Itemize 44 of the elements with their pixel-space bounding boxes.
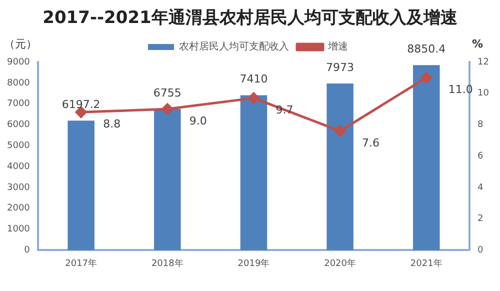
y-tick-label: 1000 (7, 224, 30, 235)
point (420, 72, 432, 84)
y2-tick-label: 10 (478, 88, 490, 99)
bar (154, 108, 181, 250)
data-label: 7410 (240, 72, 268, 86)
data-label: 7973 (326, 60, 354, 74)
y-tick-label: 5000 (7, 140, 30, 151)
y2-axis-title: % (472, 37, 484, 50)
data-label: 6197.2 (62, 98, 100, 111)
y-tick-label: 0 (24, 246, 30, 256)
x-tick-label: 2017年 (65, 258, 98, 269)
bar (68, 120, 94, 250)
y2-tick-label: 2 (478, 214, 484, 224)
data-label: 7.6 (362, 136, 380, 150)
x-tick-label: 2018年 (151, 258, 184, 269)
y-tick-label: 9000 (7, 57, 30, 68)
y2-tick-label: 8 (478, 120, 484, 130)
legend-label: 农村居民人均可支配收入 (179, 40, 289, 53)
y-tick-label: 6000 (7, 120, 30, 130)
chart-title: 2017--2021年通渭县农村居民人均可支配收入及增速 (42, 7, 458, 29)
x-tick-label: 2020年 (324, 258, 356, 269)
bar (413, 65, 440, 250)
x-tick-label: 2021年 (410, 258, 442, 269)
point (162, 103, 174, 115)
y2-tick-label: 0 (478, 246, 484, 256)
data-label: 8850.4 (407, 42, 446, 56)
data-label: 6755 (153, 86, 182, 100)
point (334, 125, 346, 137)
y2-tick-label: 4 (478, 182, 484, 193)
y-tick-label: 4000 (7, 162, 30, 172)
y-tick-label: 3000 (7, 182, 30, 193)
point (248, 92, 260, 104)
y2-tick-label: 12 (478, 57, 489, 68)
bar (326, 83, 354, 250)
y-tick-label: 8000 (7, 78, 30, 88)
data-label: 8.8 (103, 118, 121, 131)
bar (240, 95, 268, 250)
y-axis-title: （元） (4, 37, 37, 50)
y2-tick-label: 6 (478, 151, 484, 162)
legend-label: 增速 (327, 40, 348, 53)
y-tick-label: 7000 (7, 99, 30, 110)
data-label: 9.0 (189, 114, 207, 128)
x-tick-label: 2019年 (238, 258, 270, 269)
y-tick-label: 2000 (7, 204, 30, 214)
